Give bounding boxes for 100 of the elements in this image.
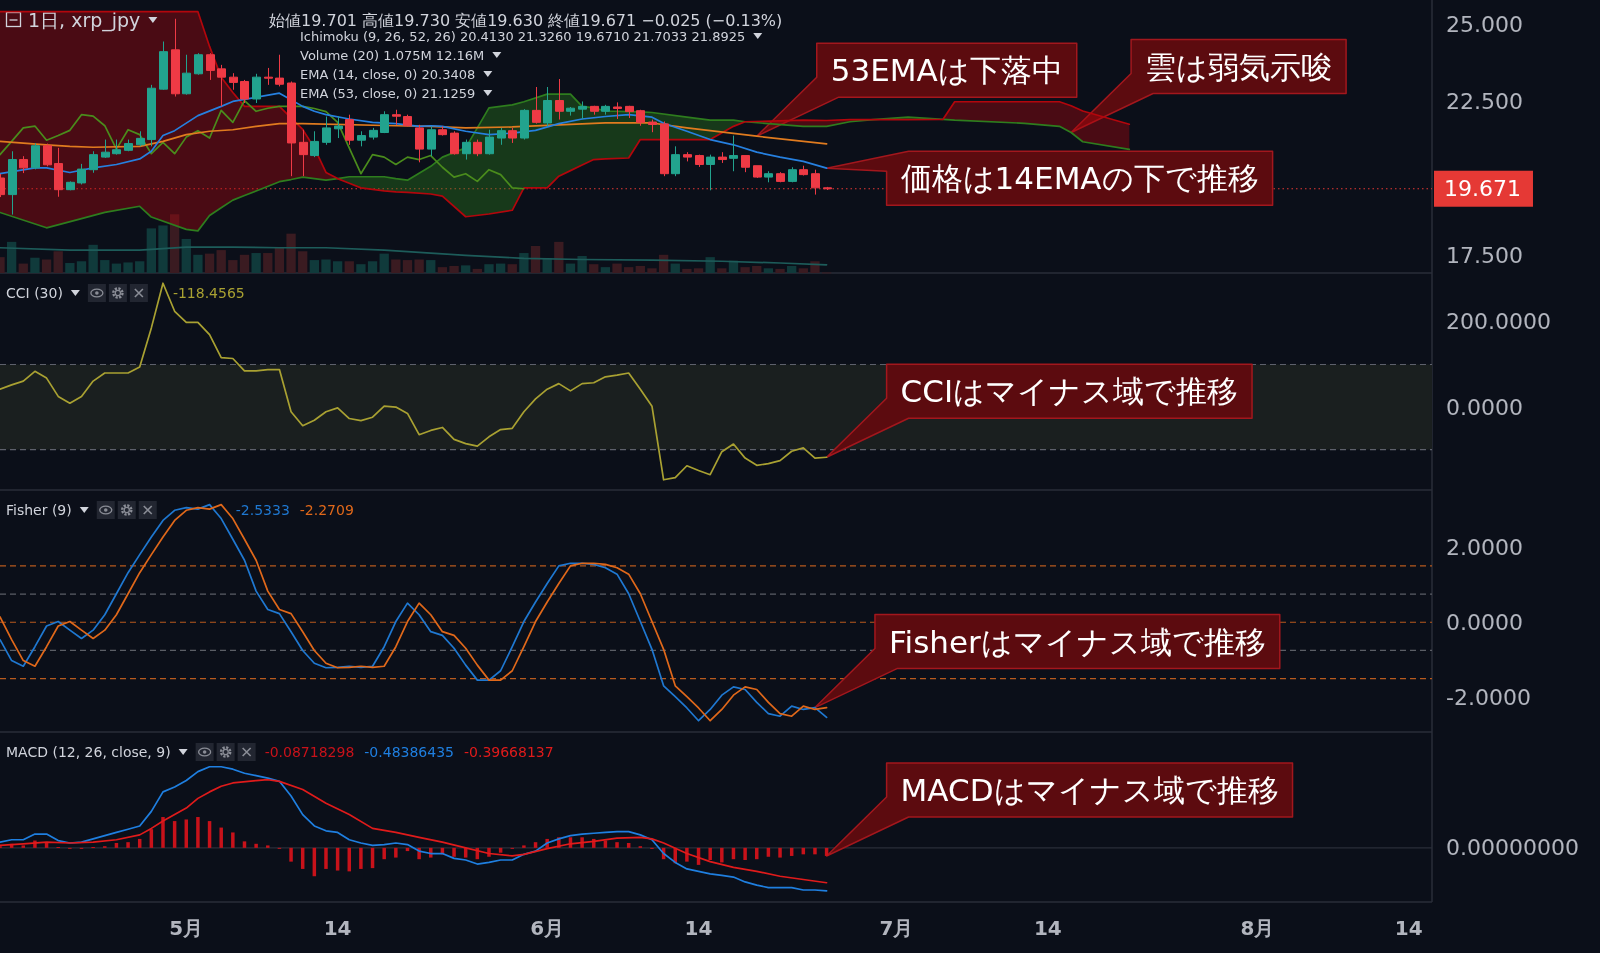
y-tick-label: 17.500 — [1446, 242, 1523, 268]
bar — [452, 847, 456, 857]
bar — [682, 268, 692, 273]
candlestick — [217, 64, 226, 107]
x-tick-label: 14 — [684, 916, 713, 940]
bar — [266, 845, 270, 848]
candlestick — [520, 108, 529, 141]
bar — [76, 261, 87, 273]
bar — [670, 263, 680, 273]
bar — [414, 259, 424, 273]
candlestick — [462, 139, 471, 161]
bar — [798, 268, 808, 273]
candlestick — [438, 125, 447, 137]
candlestick — [275, 54, 284, 87]
bar — [161, 817, 165, 848]
bar — [484, 264, 494, 273]
candlestick — [380, 110, 389, 134]
candlestick — [543, 86, 552, 127]
candlestick — [788, 166, 797, 183]
ref-line-label: 19.671 — [1444, 176, 1521, 202]
bar — [472, 268, 482, 273]
y-tick-label: 0.0000 — [1446, 609, 1523, 635]
candlestick — [322, 116, 331, 146]
bar — [778, 847, 782, 858]
bar — [612, 263, 622, 273]
candlestick — [287, 80, 296, 177]
bar — [775, 268, 785, 273]
candlestick — [415, 124, 424, 163]
bar — [394, 847, 398, 858]
candlestick — [89, 150, 98, 174]
bar — [426, 260, 436, 273]
bar — [18, 263, 28, 273]
bar — [228, 260, 238, 273]
bar — [449, 265, 459, 273]
bar — [743, 847, 747, 861]
candlestick — [473, 139, 482, 157]
candlestick — [19, 155, 28, 174]
bar — [181, 238, 191, 273]
candlestick — [566, 106, 575, 117]
text: CCI (30) — [6, 285, 63, 301]
candlestick — [497, 127, 506, 146]
bar — [21, 845, 26, 848]
annotation: -2.5333 — [235, 502, 290, 518]
candlestick — [695, 154, 704, 168]
bar — [231, 832, 235, 848]
bar — [216, 250, 226, 273]
bar — [522, 845, 526, 848]
bar — [321, 259, 331, 273]
candlestick — [310, 130, 319, 158]
bar — [30, 257, 40, 273]
candlestick — [590, 105, 599, 116]
candlestick — [392, 109, 401, 126]
line-series — [0, 122, 828, 149]
annotation: EMA (14, close, 0) 20.3408 — [300, 66, 476, 82]
bar — [693, 268, 704, 273]
bar — [382, 847, 386, 860]
candlestick — [578, 100, 587, 120]
candlestick — [240, 79, 249, 104]
chart-title: MACD (12, 26, close, 9) — [6, 744, 171, 760]
bar — [461, 265, 471, 273]
candlestick — [357, 130, 366, 147]
bar — [565, 263, 576, 273]
annotation: Ichimoku (9, 26, 52, 26) 20.4130 21.3260 19.6710 21.7033 21.8925 — [300, 28, 746, 44]
candlestick — [799, 165, 808, 177]
candlestick — [299, 129, 308, 177]
text: -0.48386435 — [364, 744, 454, 760]
candlestick — [427, 125, 436, 157]
text: -0.39668137 — [463, 744, 554, 760]
candlestick — [136, 130, 145, 147]
candlestick — [660, 120, 669, 177]
annotation: 53EMAは下落中 — [830, 52, 1063, 89]
bar — [123, 262, 133, 273]
candlestick — [753, 165, 762, 179]
bar — [533, 842, 538, 848]
bar — [111, 263, 122, 273]
candlestick — [671, 145, 680, 177]
candlestick — [764, 170, 773, 183]
candlestick — [264, 67, 273, 86]
bar — [615, 842, 619, 848]
candlestick — [369, 127, 378, 141]
y-tick-label: 200.0000 — [1446, 309, 1551, 335]
bar — [242, 841, 247, 848]
bar — [402, 260, 413, 273]
x-tick-label: 14 — [1394, 916, 1423, 940]
bar — [437, 267, 448, 273]
candlestick — [8, 150, 17, 216]
annotation: 価格は14EMAの下で推移 — [900, 160, 1259, 197]
x-tick-label: 5月 — [169, 916, 204, 940]
candlestick — [555, 78, 564, 121]
bar — [263, 253, 273, 273]
candlestick — [613, 101, 622, 120]
bar — [126, 842, 130, 848]
bar — [356, 264, 366, 273]
annotation: -118.4565 — [172, 285, 245, 301]
candlestick — [718, 151, 727, 164]
bar — [554, 241, 564, 273]
bar — [740, 267, 750, 273]
bar — [289, 847, 293, 862]
annotation: Volume (20) 1.075M 12.16M — [300, 47, 485, 63]
x-tick-label: 7月 — [879, 916, 914, 940]
